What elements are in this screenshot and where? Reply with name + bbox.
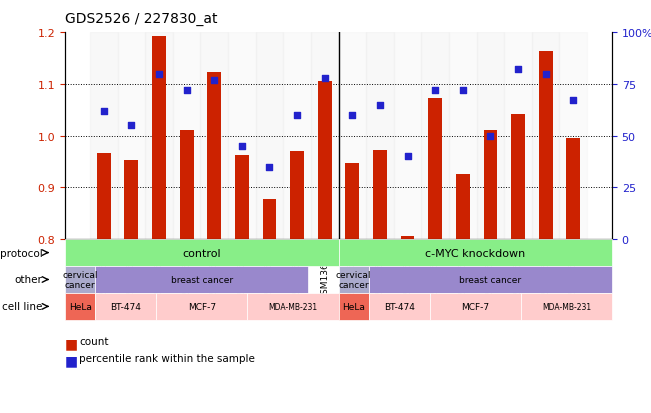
Point [568,98,579,104]
Text: c-MYC knockdown: c-MYC knockdown [425,248,525,258]
Text: BT-474: BT-474 [111,302,141,311]
Point [347,112,357,119]
Point [458,88,468,94]
Bar [118,33,145,240]
Text: breast cancer: breast cancer [460,275,521,284]
Bar [256,33,283,240]
Bar [456,175,470,240]
Text: count: count [79,337,109,347]
Point [540,71,551,78]
Text: other: other [14,275,42,285]
Point [292,112,302,119]
Bar [346,164,359,240]
Text: GDS2526 / 227830_at: GDS2526 / 227830_at [65,12,217,26]
Bar [532,33,559,240]
Text: protocol: protocol [0,248,42,258]
Bar [400,237,415,240]
Bar [152,37,166,240]
Text: breast cancer: breast cancer [171,275,233,284]
Text: MCF-7: MCF-7 [461,302,490,311]
Text: control: control [182,248,221,258]
Bar [559,33,587,240]
Bar [235,155,249,240]
Bar [90,33,118,240]
Bar [394,33,421,240]
Text: cervical
cancer: cervical cancer [336,270,372,290]
Text: cervical
cancer: cervical cancer [62,270,98,290]
Text: percentile rank within the sample: percentile rank within the sample [79,353,255,363]
Text: BT-474: BT-474 [384,302,415,311]
Point [513,67,523,74]
Bar [477,33,505,240]
Bar [428,99,442,240]
Text: HeLa: HeLa [342,302,365,311]
Bar [124,161,138,240]
Bar [290,152,304,240]
Point [154,71,164,78]
Bar [484,131,497,240]
Bar [421,33,449,240]
Bar [207,73,221,240]
Text: ■: ■ [65,353,78,367]
Bar [283,33,311,240]
Text: MDA-MB-231: MDA-MB-231 [268,302,318,311]
Bar [97,154,111,240]
Text: MDA-MB-231: MDA-MB-231 [542,302,591,311]
Bar [539,52,553,240]
Point [375,102,385,109]
Bar [201,33,228,240]
Text: ■: ■ [65,337,78,351]
Point [485,133,495,140]
Point [320,75,330,82]
Bar [262,199,277,240]
Text: HeLa: HeLa [69,302,92,311]
Bar [339,33,366,240]
Bar [180,131,193,240]
Point [264,164,275,171]
Point [430,88,440,94]
Point [402,154,413,160]
Point [126,123,137,129]
Point [98,108,109,115]
Bar [228,33,256,240]
Point [182,88,192,94]
Bar [373,151,387,240]
Bar [511,115,525,240]
Bar [145,33,173,240]
Text: MCF-7: MCF-7 [187,302,216,311]
Bar [311,33,339,240]
Bar [366,33,394,240]
Bar [318,82,331,240]
Bar [173,33,201,240]
Point [237,143,247,150]
Bar [449,33,477,240]
Point [209,77,219,84]
Bar [505,33,532,240]
Text: cell line: cell line [2,301,42,312]
Bar [566,139,580,240]
